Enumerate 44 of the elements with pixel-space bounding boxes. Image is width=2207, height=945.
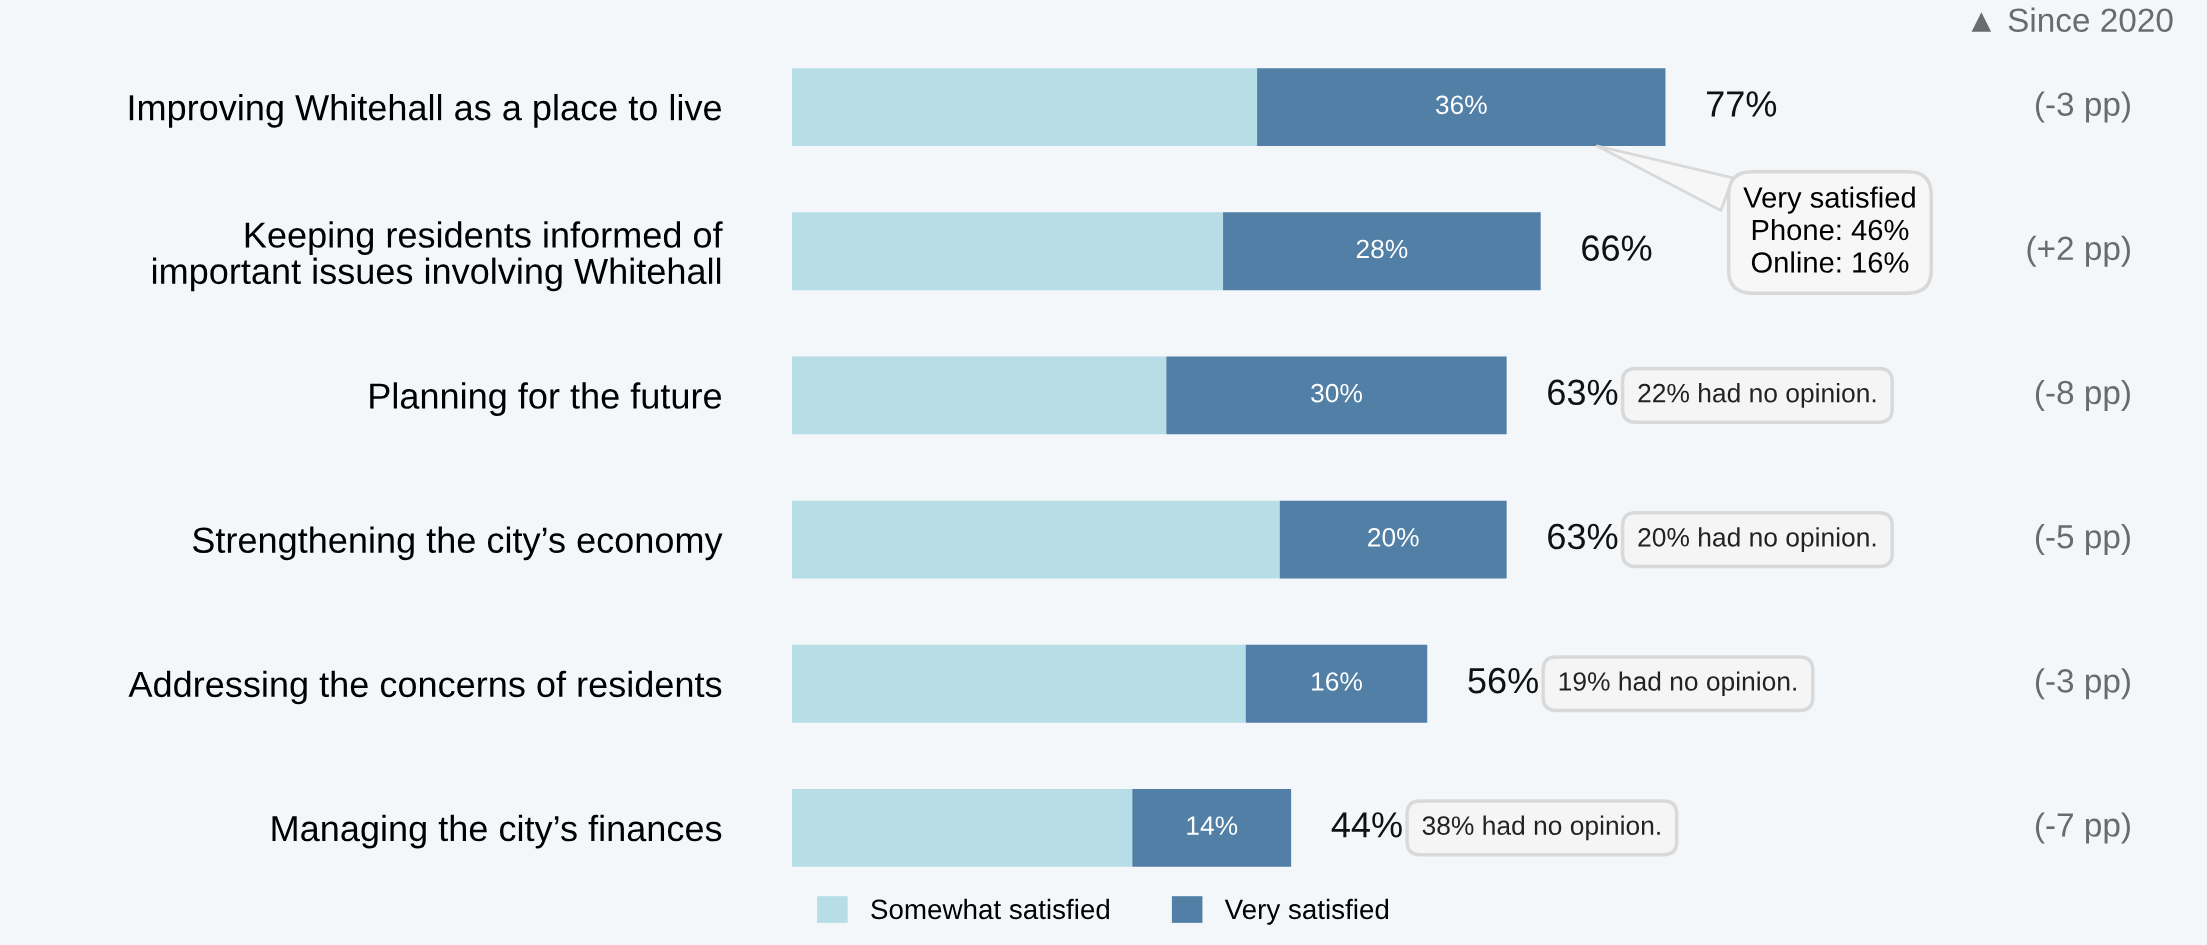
annotation: 38% had no opinion. xyxy=(1422,815,1660,841)
bar xyxy=(792,212,1224,291)
y-tick-label: Addressing the concerns of residents xyxy=(128,670,722,705)
data-label: 28% xyxy=(1356,239,1408,259)
text: Very satisfied Phone: 46% Online: 16% xyxy=(1743,186,1915,273)
text: (-3 pp) xyxy=(2035,91,2130,123)
bar xyxy=(1166,356,1507,435)
bar xyxy=(1223,212,1541,291)
text: (-3 pp) xyxy=(2035,668,2130,700)
bar xyxy=(1279,500,1507,579)
total-label: 77% xyxy=(1707,91,1777,117)
data-label: 30% xyxy=(1311,383,1362,403)
text: (-5 pp) xyxy=(2035,524,2130,556)
bar xyxy=(792,356,1167,435)
y-tick-label: Managing the city’s finances xyxy=(272,814,722,849)
text: ▲ Since 2020 xyxy=(1971,7,2173,33)
bar xyxy=(1245,644,1428,723)
y-tick-label: Planning for the future xyxy=(370,382,721,416)
bar xyxy=(792,68,1258,147)
data-label: 14% xyxy=(1187,816,1238,835)
total-label: 63% xyxy=(1548,523,1618,550)
total-label: 56% xyxy=(1468,667,1538,694)
total-label: 66% xyxy=(1582,235,1652,261)
bar xyxy=(792,788,1133,867)
y-tick-label: Strengthening the city’s economy xyxy=(192,526,723,561)
text: (-8 pp) xyxy=(2035,379,2130,411)
text: (+2 pp) xyxy=(2027,235,2130,267)
data-label: 16% xyxy=(1312,672,1362,691)
bar xyxy=(792,500,1280,579)
y-tick-label: Improving Whitehall as a place to live xyxy=(129,94,721,128)
annotation: 22% had no opinion. xyxy=(1638,383,1876,408)
data-label: 20% xyxy=(1368,527,1419,547)
legend-label: Very satisfied xyxy=(1224,898,1389,925)
bar xyxy=(1257,68,1666,147)
bar xyxy=(1132,788,1292,867)
text: (-7 pp) xyxy=(2035,812,2130,844)
y-tick-label: Keeping residents informed of important issues involving Whitehall xyxy=(152,221,723,292)
legend-label: Somewhat satisfied xyxy=(871,898,1109,920)
bar xyxy=(792,644,1246,723)
total-label: 44% xyxy=(1331,812,1402,838)
data-label: 36% xyxy=(1435,95,1487,115)
annotation: 19% had no opinion. xyxy=(1559,671,1796,697)
annotation: 20% had no opinion. xyxy=(1638,527,1876,552)
total-label: 63% xyxy=(1548,379,1618,406)
